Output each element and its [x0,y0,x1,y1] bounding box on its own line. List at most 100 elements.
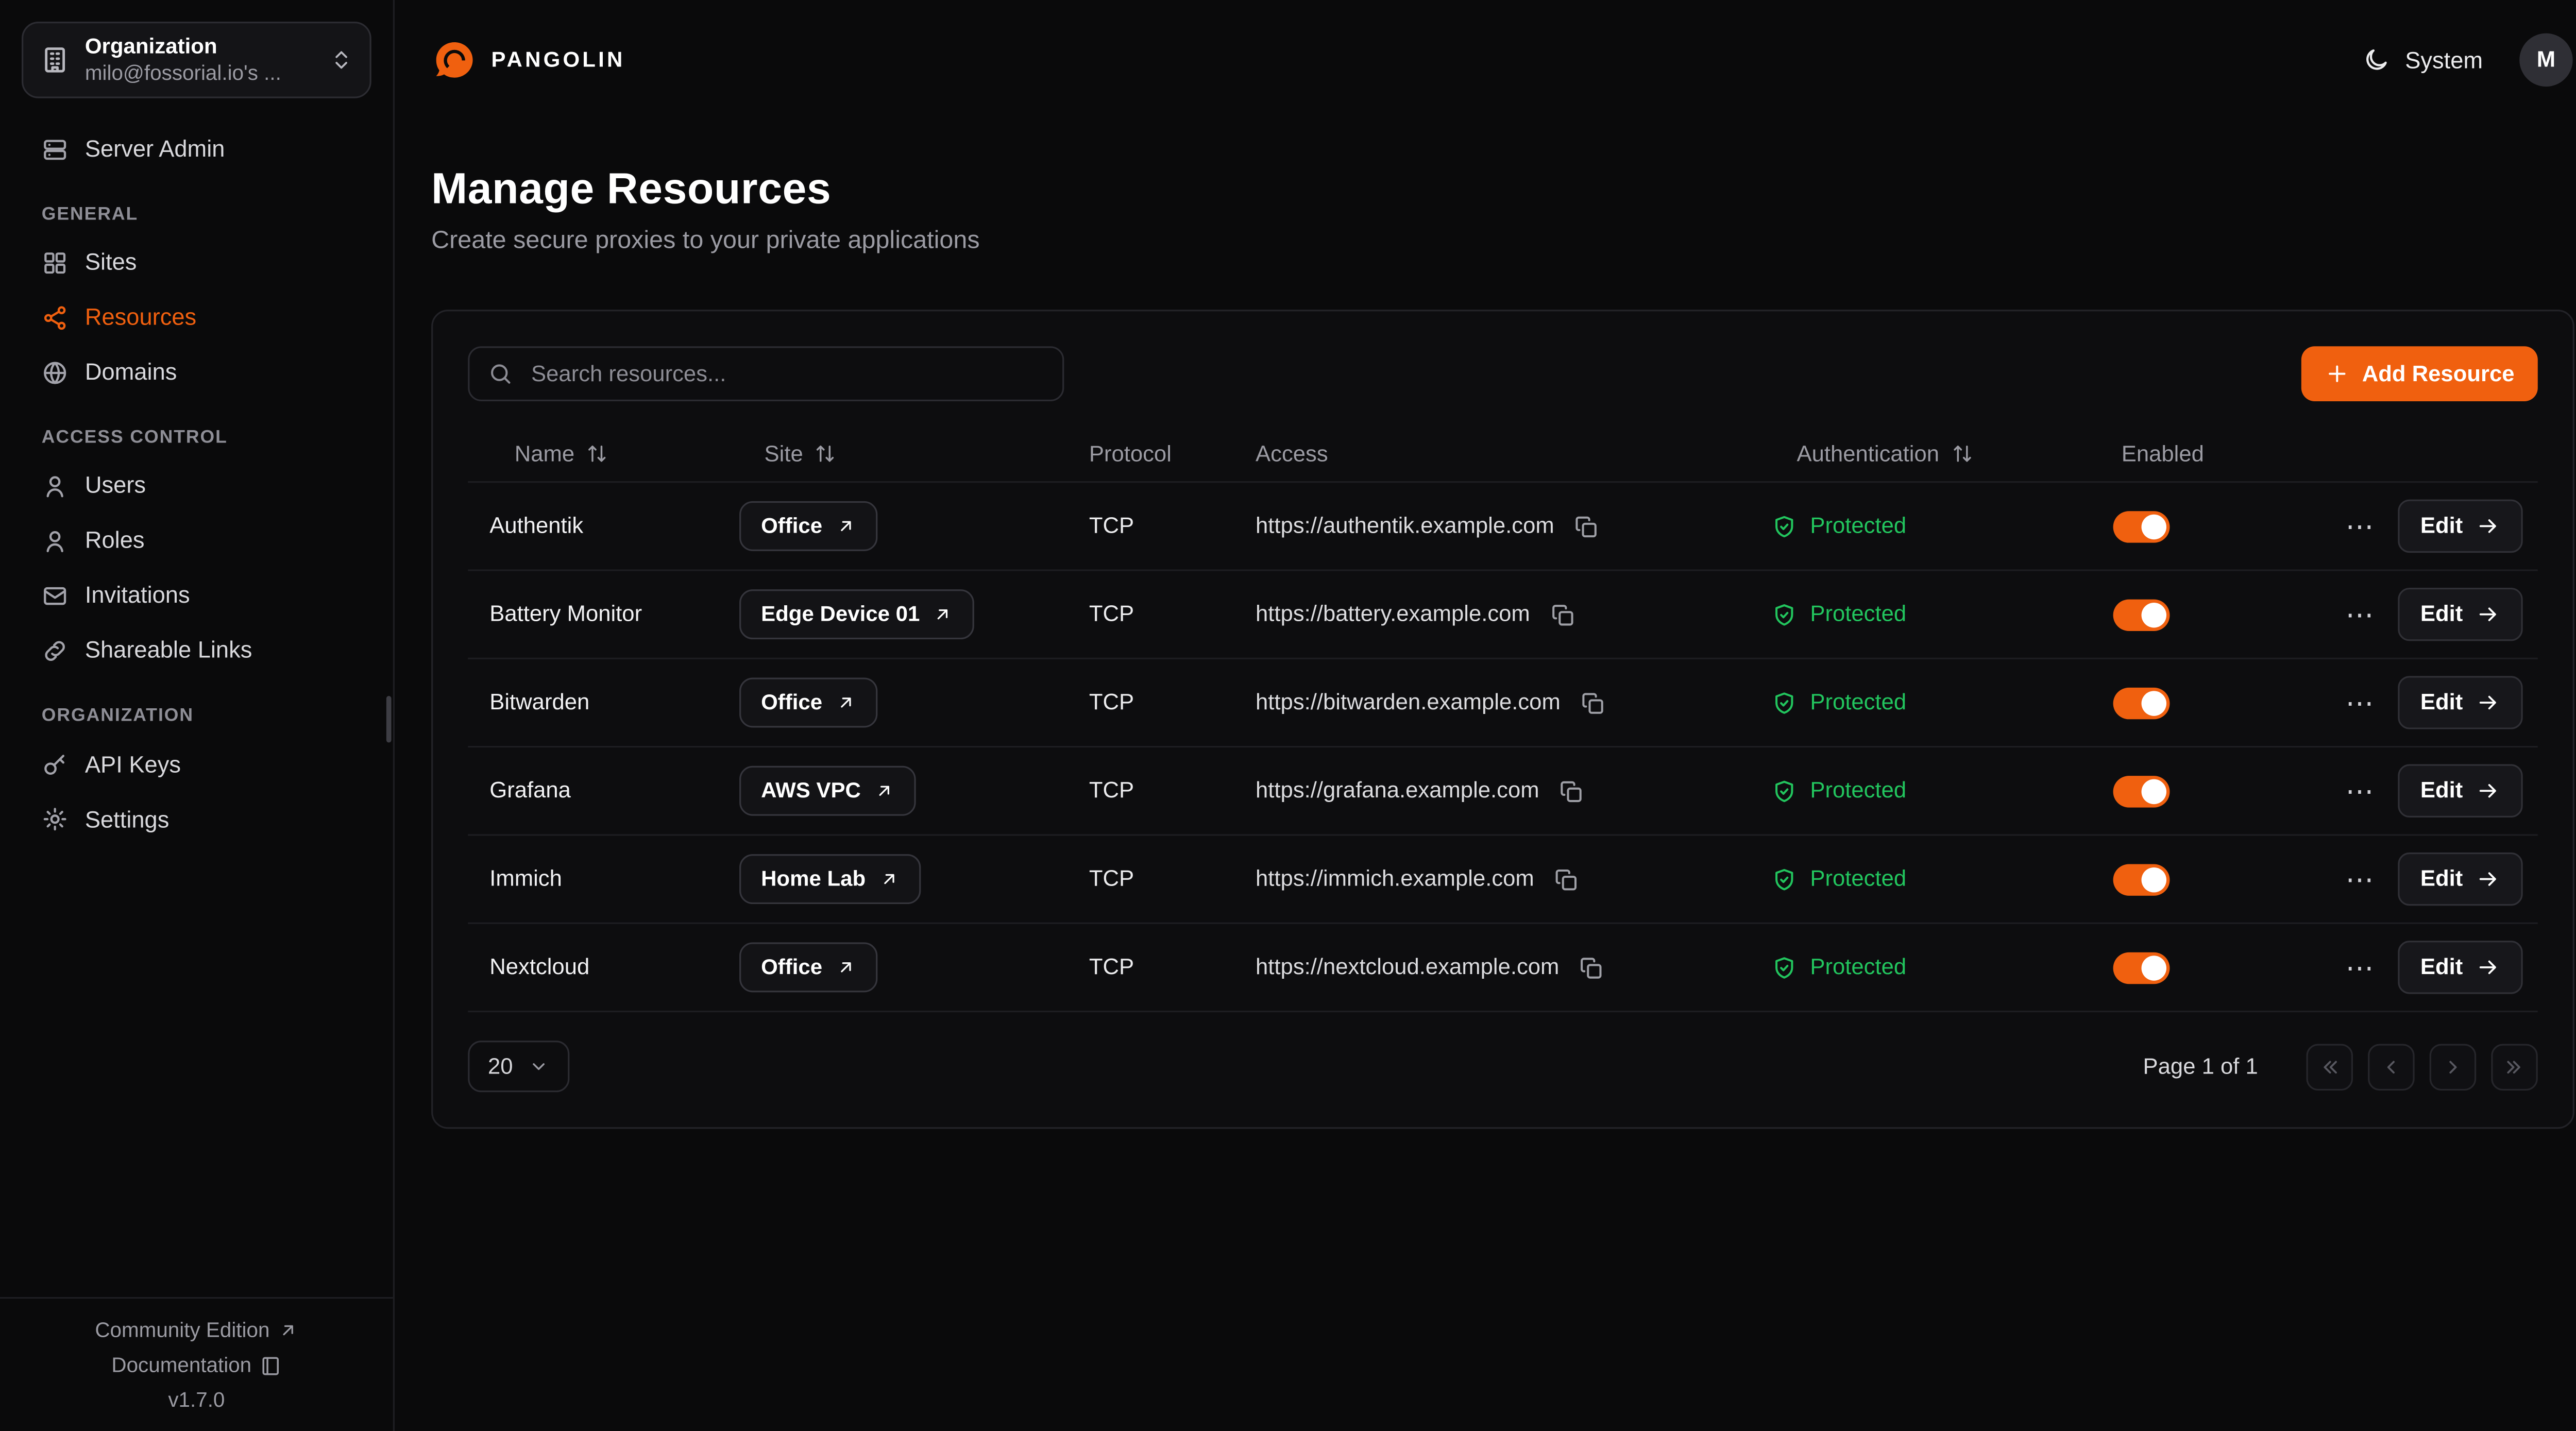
theme-selector[interactable]: System [2363,46,2483,74]
edit-label: Edit [2420,777,2463,803]
edit-button[interactable]: Edit [2397,500,2523,553]
copy-url-button[interactable] [1574,514,1599,539]
sidebar-item-label: Settings [84,805,170,832]
sort-by-name-button[interactable]: Name [489,440,608,467]
copy-url-button[interactable] [1559,779,1584,804]
arrow-right-icon [2476,691,2499,714]
page-size-select[interactable]: 20 [468,1041,570,1093]
shield-check-icon [1772,602,1797,627]
avatar[interactable]: M [2519,33,2573,87]
previous-page-button[interactable] [2368,1043,2415,1091]
row-menu-button[interactable]: ⋯ [2345,687,2376,719]
copy-url-button[interactable] [1554,867,1579,892]
chevron-left-icon [2380,1055,2403,1078]
arrow-up-right-icon [933,605,953,625]
page-info: Page 1 of 1 [2143,1053,2258,1079]
shield-check-icon [1772,779,1797,804]
resource-name: Nextcloud [489,954,590,979]
arrow-up-right-icon [836,693,856,713]
edit-button[interactable]: Edit [2397,764,2523,818]
org-selector[interactable]: Organization milo@fossorial.io's ... [22,22,371,98]
sidebar-item-domains[interactable]: Domains [22,345,371,400]
enabled-toggle[interactable] [2113,687,2170,719]
documentation-link[interactable]: Documentation [111,1353,281,1377]
resource-protocol: TCP [1089,601,1134,626]
add-resource-button[interactable]: Add Resource [2302,346,2538,402]
site-link-button[interactable]: Edge Device 01 [739,589,975,640]
sidebar-item-server-admin[interactable]: Server Admin [22,122,371,177]
site-link-button[interactable]: AWS VPC [739,766,916,816]
site-name: Edge Device 01 [761,602,920,627]
resource-url: https://authentik.example.com [1256,513,1554,538]
search-input[interactable] [528,360,1044,388]
arrow-right-icon [2476,779,2499,803]
resource-protocol: TCP [1089,954,1134,979]
sidebar-item-resources[interactable]: Resources [22,290,371,345]
enabled-toggle[interactable] [2113,599,2170,631]
sidebar-item-shareable-links[interactable]: Shareable Links [22,623,371,678]
resource-protocol: TCP [1089,777,1134,803]
brand-logo[interactable]: PANGOLIN [431,38,625,82]
resource-protocol: TCP [1089,866,1134,891]
section-heading-access-control: ACCESS CONTROL [41,428,228,449]
edit-button[interactable]: Edit [2397,853,2523,906]
enabled-toggle[interactable] [2113,510,2170,542]
sidebar-item-roles[interactable]: Roles [22,514,371,569]
site-name: Home Lab [761,866,866,892]
resource-url: https://bitwarden.example.com [1256,689,1561,714]
community-edition-link[interactable]: Community Edition [95,1318,298,1342]
sidebar: Organization milo@fossorial.io's ... Ser… [0,0,395,1431]
resource-url: https://battery.example.com [1256,601,1530,626]
edit-button[interactable]: Edit [2397,941,2523,995]
row-menu-button[interactable]: ⋯ [2345,599,2376,631]
community-edition-label: Community Edition [95,1318,270,1341]
sort-by-site-button[interactable]: Site [739,440,836,467]
auth-status: Protected [1810,689,1907,714]
row-menu-button[interactable]: ⋯ [2345,951,2376,984]
edit-label: Edit [2420,601,2463,626]
enabled-toggle[interactable] [2113,951,2170,984]
site-link-button[interactable]: Home Lab [739,854,921,905]
plus-icon [2326,362,2350,386]
sidebar-item-api-keys[interactable]: API Keys [22,737,371,792]
arrow-right-icon [2476,868,2499,891]
enabled-toggle[interactable] [2113,863,2170,895]
sidebar-item-label: Sites [84,248,137,276]
user-icon [42,527,69,554]
site-link-button[interactable]: Office [739,942,877,993]
last-page-button[interactable] [2491,1043,2538,1091]
sidebar-item-label: Invitations [84,582,190,609]
enabled-toggle[interactable] [2113,775,2170,807]
version-label: v1.7.0 [168,1387,225,1411]
pangolin-logo-icon [436,41,473,77]
sidebar-scrollbar[interactable] [386,696,392,743]
site-link-button[interactable]: Office [739,678,877,728]
edit-button[interactable]: Edit [2397,676,2523,730]
arrow-up-right-icon [874,781,894,801]
arrow-up-right-icon [879,870,899,890]
edit-label: Edit [2420,689,2463,714]
resource-name: Grafana [489,777,571,803]
next-page-button[interactable] [2429,1043,2477,1091]
arrow-right-icon [2476,515,2499,538]
row-menu-button[interactable]: ⋯ [2345,775,2376,807]
sidebar-item-sites[interactable]: Sites [22,235,371,290]
arrow-up-down-icon [586,443,608,465]
chevrons-left-icon [2318,1055,2341,1078]
arrow-up-down-icon [1951,443,1973,465]
sort-by-authentication-button[interactable]: Authentication [1772,440,1973,467]
copy-url-button[interactable] [1550,602,1575,627]
sidebar-item-users[interactable]: Users [22,458,371,514]
row-menu-button[interactable]: ⋯ [2345,510,2376,542]
copy-url-button[interactable] [1579,955,1604,980]
edit-button[interactable]: Edit [2397,588,2523,641]
first-page-button[interactable] [2306,1043,2353,1091]
copy-url-button[interactable] [1581,690,1605,715]
sidebar-item-settings[interactable]: Settings [22,792,371,847]
auth-status: Protected [1810,601,1907,626]
sidebar-item-invitations[interactable]: Invitations [22,568,371,623]
sidebar-nav: Server Admin GENERAL Sites Resources Dom… [0,98,393,1297]
site-link-button[interactable]: Office [739,501,877,552]
row-menu-button[interactable]: ⋯ [2345,863,2376,895]
auth-status: Protected [1810,777,1907,803]
